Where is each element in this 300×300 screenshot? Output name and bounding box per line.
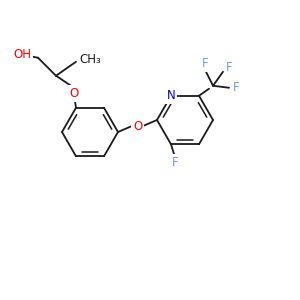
Text: N: N xyxy=(167,89,176,102)
Text: O: O xyxy=(69,87,79,100)
Text: F: F xyxy=(202,57,208,70)
Text: O: O xyxy=(133,119,142,133)
Text: F: F xyxy=(233,81,239,94)
Text: OH: OH xyxy=(13,48,31,61)
Text: F: F xyxy=(226,61,232,74)
Text: F: F xyxy=(172,156,178,169)
Text: CH₃: CH₃ xyxy=(79,53,101,66)
